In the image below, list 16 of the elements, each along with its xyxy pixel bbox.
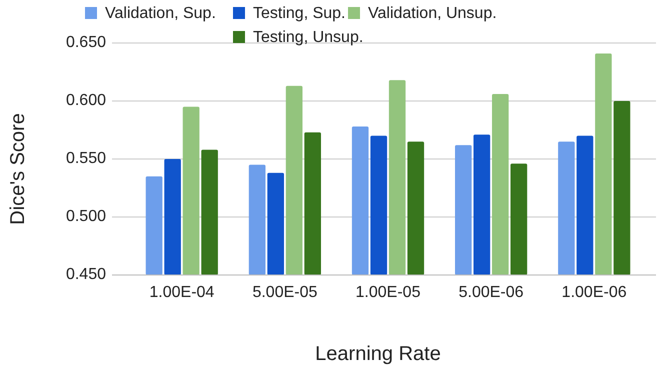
legend-label: Validation, Unsup.	[368, 5, 497, 22]
y-tick-label: 0.550	[66, 150, 106, 168]
y-axis-title: Dice's Score	[7, 113, 29, 225]
x-axis-title: Learning Rate	[315, 343, 441, 365]
x-tick-label: 5.00E-06	[458, 284, 524, 301]
y-tick-label: 0.450	[66, 266, 106, 284]
legend-label: Validation, Sup.	[105, 5, 216, 22]
x-tick-label: 1.00E-04	[149, 284, 214, 301]
legend-label: Testing, Sup.	[253, 5, 346, 22]
x-tick-label: 1.00E-06	[562, 284, 627, 301]
x-tick-label: 1.00E-05	[356, 284, 421, 301]
y-tick-label: 0.600	[66, 92, 106, 110]
x-tick-label: 5.00E-05	[252, 284, 318, 301]
y-tick-label: 0.650	[66, 34, 106, 52]
y-tick-label: 0.500	[66, 208, 106, 226]
legend-label: Testing, Unsup.	[253, 29, 364, 46]
